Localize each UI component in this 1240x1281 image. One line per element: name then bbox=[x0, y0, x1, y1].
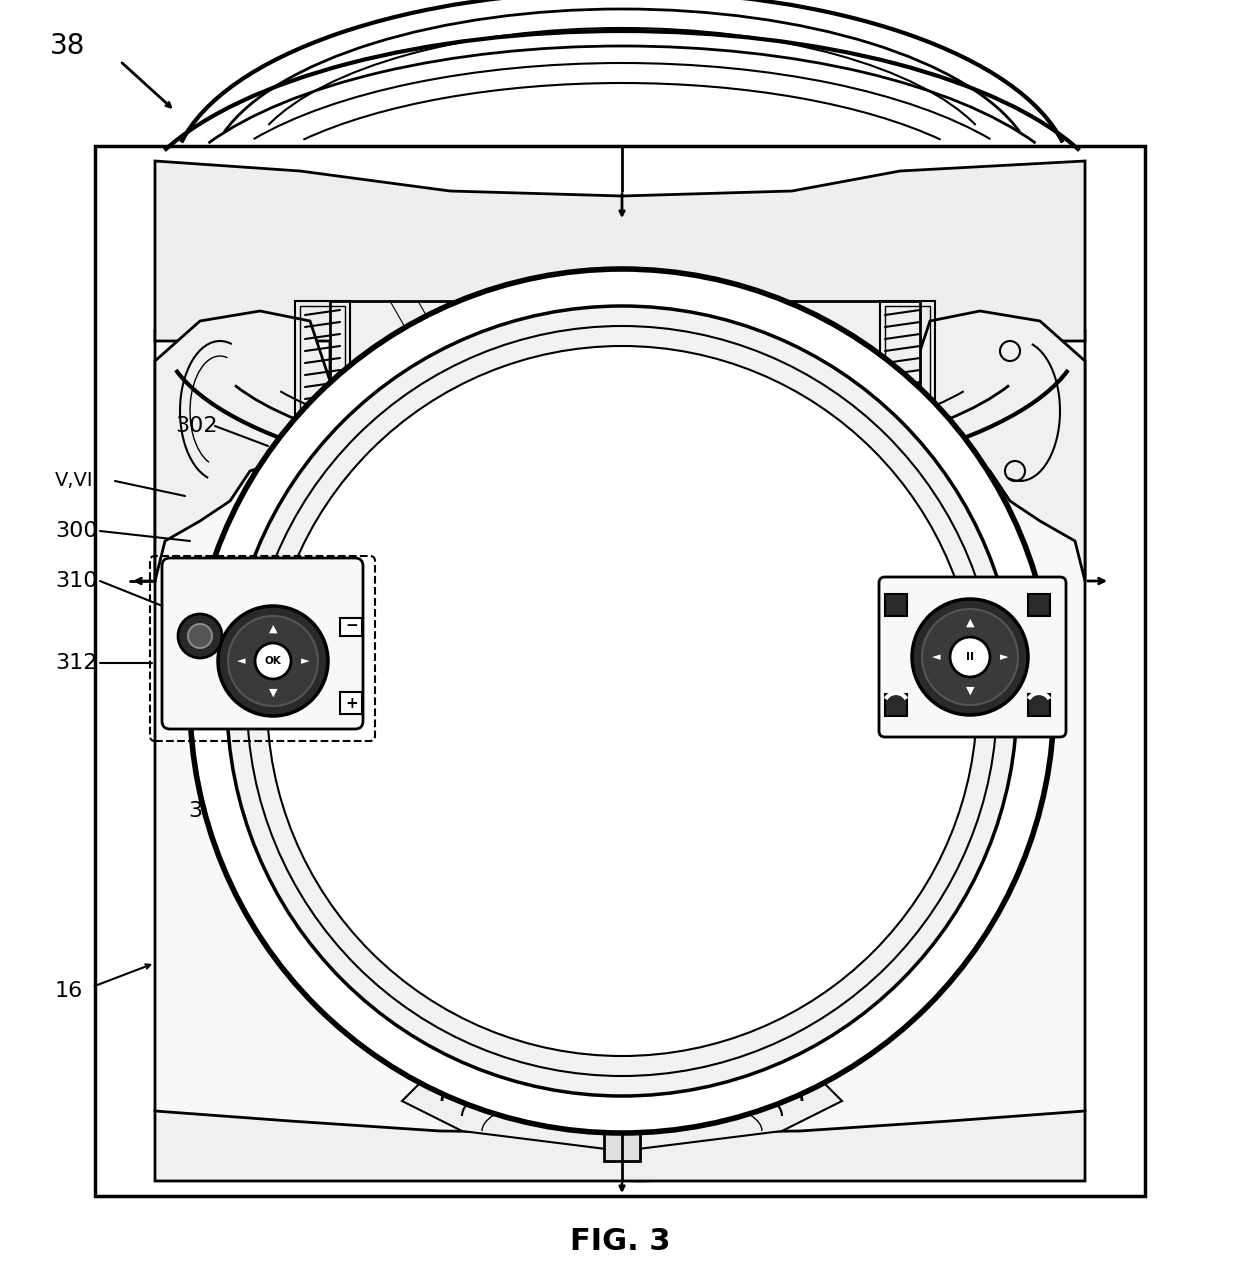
Text: ▼: ▼ bbox=[966, 687, 975, 696]
Text: 3: 3 bbox=[435, 348, 440, 355]
Circle shape bbox=[379, 325, 529, 477]
Text: 5: 5 bbox=[484, 356, 489, 363]
Text: FIG. 3: FIG. 3 bbox=[569, 1226, 671, 1255]
Polygon shape bbox=[155, 1111, 1085, 1181]
Circle shape bbox=[923, 608, 1018, 705]
Bar bbox=[453, 544, 792, 575]
Text: 302: 302 bbox=[175, 416, 217, 436]
Circle shape bbox=[272, 351, 972, 1050]
Circle shape bbox=[227, 306, 1017, 1097]
Bar bbox=[300, 306, 345, 427]
Circle shape bbox=[702, 333, 838, 469]
Text: 4: 4 bbox=[461, 347, 465, 352]
Text: 306: 306 bbox=[188, 801, 231, 821]
Circle shape bbox=[218, 606, 329, 716]
Polygon shape bbox=[332, 626, 582, 731]
Circle shape bbox=[190, 269, 1054, 1132]
Polygon shape bbox=[402, 1081, 842, 1152]
Bar bbox=[580, 398, 645, 429]
Text: V,VII: V,VII bbox=[55, 471, 99, 491]
Circle shape bbox=[387, 333, 523, 469]
Bar bbox=[95, 146, 1145, 1196]
Text: 1: 1 bbox=[403, 384, 407, 391]
Text: 80: 80 bbox=[724, 365, 732, 369]
Text: 6: 6 bbox=[500, 377, 505, 382]
Bar bbox=[330, 301, 920, 461]
Circle shape bbox=[267, 346, 977, 1056]
Text: 38: 38 bbox=[50, 32, 86, 60]
Text: 304: 304 bbox=[401, 564, 443, 583]
Polygon shape bbox=[562, 737, 682, 1061]
Polygon shape bbox=[312, 582, 572, 781]
Bar bbox=[1028, 594, 1050, 616]
Text: ▼: ▼ bbox=[269, 688, 278, 698]
Bar bbox=[295, 301, 350, 430]
Text: ▲: ▲ bbox=[966, 617, 975, 628]
Bar bbox=[441, 535, 802, 582]
Text: N: N bbox=[606, 405, 619, 423]
Polygon shape bbox=[657, 561, 982, 681]
Circle shape bbox=[188, 624, 212, 648]
FancyBboxPatch shape bbox=[879, 576, 1066, 737]
Text: 60: 60 bbox=[714, 384, 722, 389]
Polygon shape bbox=[262, 561, 587, 681]
Text: 2: 2 bbox=[415, 363, 419, 369]
Text: +: + bbox=[346, 696, 358, 711]
Circle shape bbox=[179, 614, 222, 658]
Circle shape bbox=[255, 643, 291, 679]
Text: 100: 100 bbox=[740, 351, 750, 355]
FancyBboxPatch shape bbox=[162, 559, 363, 729]
Text: 312: 312 bbox=[55, 653, 98, 673]
Text: 316: 316 bbox=[265, 801, 308, 821]
Polygon shape bbox=[422, 731, 822, 1041]
Text: 308: 308 bbox=[401, 673, 443, 693]
Text: 120: 120 bbox=[761, 345, 773, 350]
Text: ►: ► bbox=[301, 656, 309, 666]
Text: ►: ► bbox=[999, 652, 1008, 662]
Text: 140: 140 bbox=[784, 348, 795, 354]
Polygon shape bbox=[910, 311, 1085, 582]
Polygon shape bbox=[604, 1091, 640, 1161]
Bar bbox=[885, 694, 906, 716]
Text: −: − bbox=[346, 619, 358, 634]
Bar bbox=[1028, 694, 1050, 716]
Text: 16: 16 bbox=[55, 981, 83, 1000]
Text: ▲: ▲ bbox=[269, 624, 278, 634]
Text: 160: 160 bbox=[804, 360, 813, 365]
Text: ◄: ◄ bbox=[931, 652, 940, 662]
Text: OK: OK bbox=[264, 656, 281, 666]
Circle shape bbox=[950, 637, 990, 676]
Bar bbox=[885, 306, 930, 427]
Circle shape bbox=[567, 646, 677, 756]
Text: II: II bbox=[966, 652, 973, 662]
Circle shape bbox=[247, 325, 997, 1076]
Bar bbox=[340, 692, 362, 714]
Text: 314: 314 bbox=[401, 643, 443, 664]
Circle shape bbox=[252, 330, 992, 1071]
Polygon shape bbox=[155, 311, 330, 582]
Bar bbox=[885, 594, 906, 616]
Bar bbox=[880, 301, 935, 430]
Text: ◄: ◄ bbox=[237, 656, 246, 666]
Bar bbox=[340, 617, 362, 635]
Text: 310: 310 bbox=[55, 571, 98, 591]
Circle shape bbox=[694, 325, 844, 477]
Circle shape bbox=[582, 661, 662, 740]
Text: 300: 300 bbox=[55, 521, 98, 541]
Circle shape bbox=[911, 600, 1028, 715]
Polygon shape bbox=[155, 330, 1085, 1181]
Polygon shape bbox=[330, 272, 910, 473]
Circle shape bbox=[228, 616, 317, 706]
Circle shape bbox=[192, 272, 1052, 1131]
Circle shape bbox=[232, 311, 1012, 1091]
Polygon shape bbox=[155, 161, 1085, 341]
